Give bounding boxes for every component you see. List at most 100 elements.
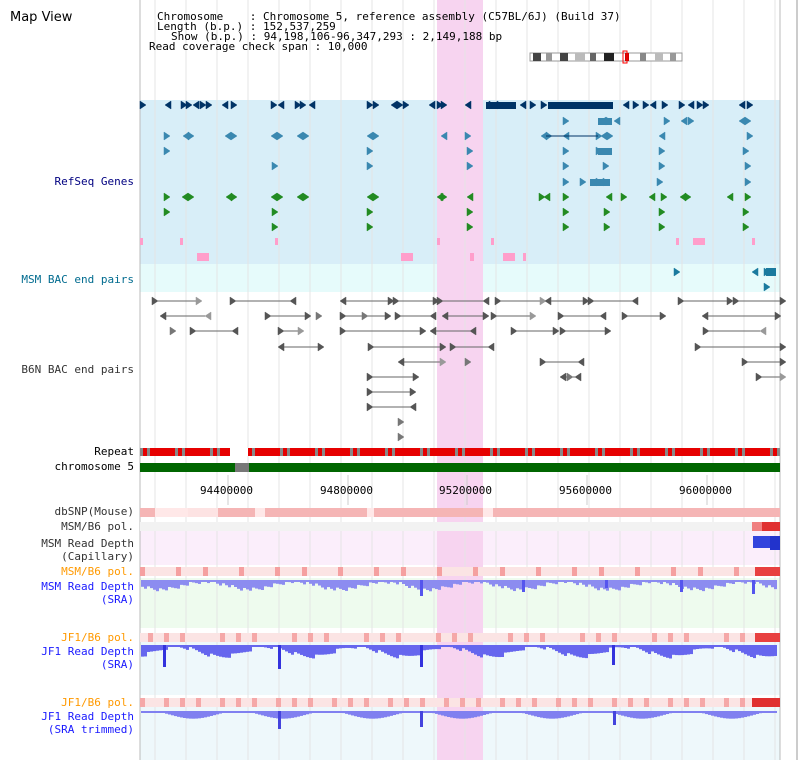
jf1-depth-bar [576,645,579,657]
msm-depth-bar [603,580,606,590]
gene-exon [661,100,669,110]
msm-depth-bar [276,580,279,584]
refseq-mark [140,238,143,245]
gene-exon [658,207,666,217]
jf1-pol-2-mark [164,698,169,707]
jf1-pol-2-mark [444,698,449,707]
track-label-msm-bac[interactable]: MSM BAC end pairs [21,273,134,286]
jf1-pol-2-mark [388,698,393,707]
repeat-gap [455,448,458,456]
jf1-trimmed-depth-bar [351,711,354,716]
track-label-jf1-depth-sra[interactable]: JF1 Read Depth [41,645,134,658]
track-label-jf1-depth-trimmed-sub: (SRA trimmed) [47,723,134,736]
msm-depth-bar [378,580,381,582]
gene-exon [271,207,279,217]
gene-exon [605,192,613,202]
track-label-dbsnp[interactable]: dbSNP(Mouse) [54,505,134,518]
jf1-depth-bar [450,645,453,648]
jf1-depth-bar [444,645,447,647]
jf1-trimmed-depth-bar [600,711,603,713]
track-label-msm-b6-pol-2[interactable]: MSM/B6 pol. [61,565,134,578]
track-label-b6n-bac[interactable]: B6N BAC end pairs [21,363,134,376]
jf1-depth-bar [489,645,492,657]
msm-depth-bar [432,580,435,589]
repeat-gap [230,448,248,456]
msm-depth-bar [678,580,681,587]
msm-depth-bar [468,580,471,583]
msm-depth-bar [441,580,444,587]
jf1-depth-bar [297,645,300,654]
gene-exon [436,100,444,110]
msm-depth-bar [615,580,618,590]
jf1-trimmed-depth-bar [213,711,216,716]
jf1-trimmed-depth-bar [486,711,489,715]
ideogram-band [546,53,552,61]
track-label-jf1-depth-trimmed[interactable]: JF1 Read Depth [41,710,134,723]
jf1-depth-bar [252,645,255,647]
jf1-trimmed-depth-bar [741,711,744,718]
msm-depth-bar [333,580,336,591]
jf1-trimmed-depth-bar [696,711,699,713]
jf1-depth-bar [723,645,726,648]
bac-end [726,296,734,306]
track-label-refseq[interactable]: RefSeq Genes [54,175,134,188]
jf1-trimmed-depth-bar [210,711,213,716]
jf1-depth-bar [579,645,582,658]
bac-end [544,296,552,306]
msm-depth-bar [264,580,267,587]
jf1-trimmed-depth-bar [285,711,288,719]
track-label-msm-depth-capillary[interactable]: MSM Read Depth [41,537,134,550]
msm-depth-bar [354,580,357,589]
gene-exon [187,192,195,202]
gene-exon [658,131,666,141]
jf1-trimmed-depth-bar [183,711,186,719]
refseq-mark [470,253,474,261]
gene-exon [302,131,310,141]
repeat-gap [280,448,283,456]
bac-end [387,296,395,306]
jf1-trimmed-depth-bar [435,711,438,714]
jf1-pol-1-mark [508,633,513,642]
bac-end [229,296,237,306]
msm-pol-2-mark [599,567,604,576]
repeat-gap [147,448,150,456]
refseq-mark [401,253,413,261]
track-label-chromosome[interactable]: chromosome 5 [54,460,134,473]
msm-pol-2-mark [302,567,307,576]
track-label-jf1-b6-pol-1[interactable]: JF1/B6 pol. [61,631,134,644]
jf1-depth-bar [732,645,735,653]
track-label-msm-depth-sra[interactable]: MSM Read Depth [41,580,134,593]
msm-depth-bar [201,580,204,582]
repeat-gap [322,448,325,456]
jf1-trimmed-depth-bar [195,711,198,719]
jf1-depth-bar [288,645,291,654]
track-label-repeat[interactable]: Repeat [94,445,134,458]
msm-depth-bar [219,580,222,586]
jf1-trimmed-depth-bar [180,711,183,718]
jf1-depth-bar [663,645,666,657]
gene-exon [602,161,610,171]
repeat-gap [287,448,290,456]
jf1-pol-2-mark [420,698,425,707]
jf1-depth-bar [666,645,669,658]
jf1-trimmed-depth-bar [534,711,537,717]
jf1-depth-bar [336,645,339,649]
msm-depth-bar [324,580,327,590]
jf1-depth-bar [168,645,171,647]
msm-depth-bar [693,580,696,588]
msm-pol-2-mark [374,567,379,576]
gene-exon [372,131,380,141]
ideogram-band [604,53,614,61]
gene-exon [620,192,628,202]
jf1-pol-2-mark [740,698,745,707]
msm-depth-bar [621,580,624,587]
jf1-trimmed-depth-bar [306,711,309,715]
gene-exon [562,161,570,171]
jf1-trimmed-depth-bar [333,711,336,713]
track-label-jf1-b6-pol-2[interactable]: JF1/B6 pol. [61,696,134,709]
gene-exon [538,192,546,202]
jf1-depth-bar [720,645,723,647]
jf1-depth-bar [684,645,687,655]
track-label-msm-b6-pol-1[interactable]: MSM/B6 pol. [61,520,134,533]
